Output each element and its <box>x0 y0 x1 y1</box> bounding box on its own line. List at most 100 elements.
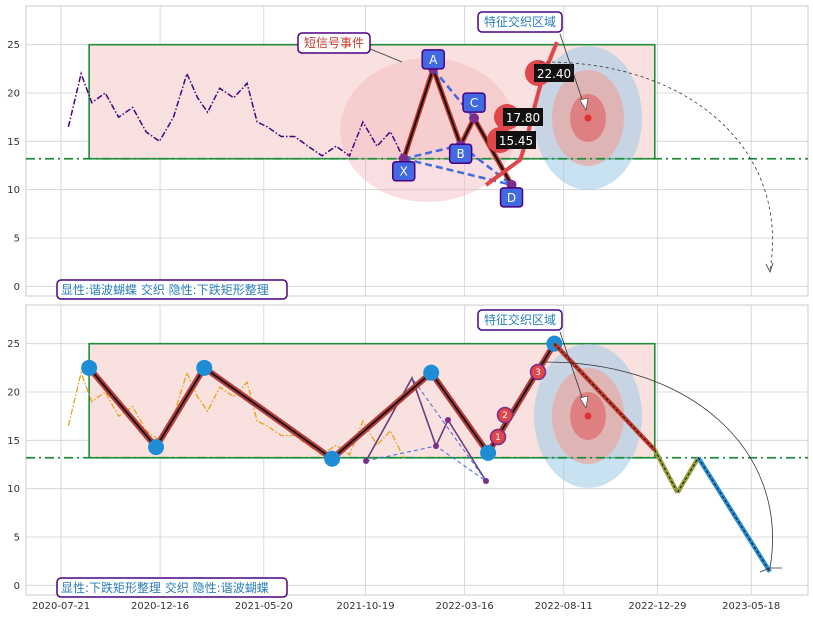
xabcd-label-c: C <box>470 96 478 110</box>
y-tick-label: 5 <box>14 533 20 544</box>
price-tag-1-box <box>496 131 536 149</box>
rectangle-zigzag <box>81 335 563 467</box>
xabcd-label-box <box>499 187 524 208</box>
xabcd-label-a: A <box>429 53 438 67</box>
feature-zone-label-bottom: 特征交织区域 <box>484 312 556 327</box>
forecast-segment-core <box>697 457 771 573</box>
feature-zone-center <box>584 114 592 122</box>
y-tick-label: 15 <box>7 137 20 148</box>
zigzag-vertex <box>324 450 341 467</box>
projection-arc-bottom <box>539 361 773 569</box>
numbered-point-1: 1 <box>489 428 507 446</box>
x-tick-label: 2020-12-16 <box>131 601 189 612</box>
zigzag-vertex <box>196 359 213 376</box>
price-tag-2: 17.80 <box>494 104 543 130</box>
projection-arc-top <box>539 61 773 271</box>
pattern-caption-top: 显性:谐波蝴蝶 交织 隐性:下跌矩形整理 <box>56 279 288 300</box>
numbered-points: 1 2 3 <box>489 363 547 446</box>
xabcd-label-d: D <box>507 191 516 205</box>
y-tick-label: 25 <box>7 40 20 51</box>
hidden-harmonic-c <box>445 417 451 423</box>
price-tags: 15.45 17.80 22.40 <box>487 60 574 153</box>
numbered-point-1-label: 1 <box>495 433 501 443</box>
price-line-top <box>67 71 405 160</box>
projection-arrowhead-top <box>765 262 774 274</box>
x-tick-label: 2020-07-21 <box>32 601 90 612</box>
y-tick-label: 10 <box>7 185 20 196</box>
signal-event-box <box>297 32 371 54</box>
y-tick-label: 20 <box>7 89 20 100</box>
pattern-caption-bottom: 显性:下跌矩形整理 交织 隐性:谐波蝴蝶 <box>56 577 288 598</box>
price-tag-3-label: 22.40 <box>537 67 571 81</box>
pattern-caption-top-box <box>56 279 288 300</box>
hidden-harmonic-x <box>363 458 369 464</box>
forecast-segment-core <box>677 457 699 493</box>
projection-arrowhead-bottom <box>759 567 782 573</box>
price-tag-1-label: 15.45 <box>499 134 533 148</box>
zigzag-vertex <box>81 359 98 376</box>
xabcd-label-box <box>421 49 445 70</box>
zigzag-vertex <box>148 439 165 456</box>
y-tick-label: 20 <box>7 388 20 399</box>
pattern-caption-bottom-text: 显性:下跌矩形整理 交织 隐性:谐波蝴蝶 <box>61 580 269 595</box>
feature-zone-arrowhead-bottom <box>579 395 589 409</box>
pattern-caption-top-text: 显性:谐波蝴蝶 交织 隐性:下跌矩形整理 <box>61 282 269 297</box>
x-tick-label: 2022-12-29 <box>628 601 686 612</box>
feature-zone-pointer-top <box>559 33 586 109</box>
price-tag-2-box <box>503 108 543 126</box>
forecast-segment-core <box>554 343 656 451</box>
price-tag-3-box <box>534 64 574 82</box>
y-tick-label: 25 <box>7 339 20 350</box>
x-tick-label: 2021-10-19 <box>337 601 395 612</box>
feature-zone-center-bottom <box>584 412 592 420</box>
bottom-panel: 0 5 10 15 20 25 2020-07-21 2020-12-16 2021-05-2… <box>7 304 809 612</box>
signal-event-label: 短信号事件 <box>304 36 364 50</box>
numbered-point-3-dot <box>529 363 547 381</box>
x-tick-label: 2022-08-11 <box>535 601 593 612</box>
hidden-harmonic-dashes <box>365 377 487 482</box>
x-tick-label: 2023-05-18 <box>722 601 780 612</box>
bottom-y-axis: 0 5 10 15 20 25 <box>7 339 20 592</box>
top-panel: 0 5 10 15 20 25 X A B C D 15.45 <box>7 5 809 300</box>
price-tag-1: 15.45 <box>487 127 536 153</box>
top-y-axis: 0 5 10 15 20 25 <box>7 40 20 293</box>
pattern-caption-bottom-box <box>56 577 288 598</box>
feature-zone-label-top: 特征交织区域 <box>484 14 556 29</box>
numbered-point-3: 3 <box>529 363 547 381</box>
zigzag-vertex <box>480 444 497 461</box>
feature-zone-ellipses-bottom <box>534 344 642 488</box>
y-tick-label: 10 <box>7 484 20 495</box>
xabcd-vertex <box>469 113 480 124</box>
x-axis: 2020-07-21 2020-12-16 2021-05-20 2021-10-19… <box>32 601 780 612</box>
feature-zone-callout-bottom: 特征交织区域 <box>477 309 589 409</box>
price-tag-3: 22.40 <box>525 60 574 86</box>
xabcd-pattern: X A B C D <box>391 49 524 208</box>
hidden-harmonic-d <box>483 478 489 484</box>
numbered-point-2: 2 <box>496 406 514 424</box>
feature-zone-box-top <box>477 11 563 33</box>
feature-zone-arrowhead-top <box>579 97 589 111</box>
x-tick-label: 2022-03-16 <box>436 601 494 612</box>
y-tick-label: 15 <box>7 436 20 447</box>
numbered-point-2-label: 2 <box>502 411 508 421</box>
forecast-segment-core <box>654 449 678 493</box>
feature-zone-box-bottom <box>477 309 563 331</box>
xabcd-label-box <box>391 160 416 182</box>
xabcd-label-box <box>462 92 486 113</box>
feature-zone-callout-top: 特征交织区域 <box>477 11 589 111</box>
numbered-point-2-dot <box>496 406 514 424</box>
forecast-path <box>552 342 772 573</box>
signal-event-pointer <box>367 47 403 63</box>
xabcd-label-x: X <box>400 165 408 179</box>
feature-zone-pointer-bottom <box>559 331 586 407</box>
price-line-bottom <box>67 370 405 458</box>
y-tick-label: 5 <box>14 234 20 245</box>
xabcd-label-box <box>448 143 473 164</box>
price-tag-2-label: 17.80 <box>506 111 540 125</box>
signal-event-callout: 短信号事件 <box>297 32 403 63</box>
numbered-point-3-label: 3 <box>535 368 541 378</box>
y-tick-label: 0 <box>14 581 20 592</box>
xabcd-label-b: B <box>457 147 465 161</box>
hidden-harmonic-b <box>433 443 439 449</box>
